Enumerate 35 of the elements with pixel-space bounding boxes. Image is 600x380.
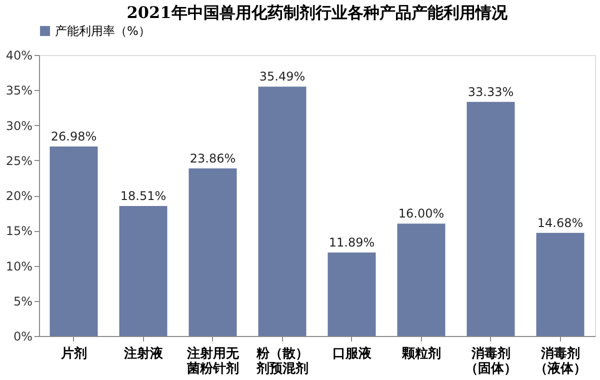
- bar: [466, 102, 515, 336]
- x-tick-label: 注射用无菌粉针剂: [186, 346, 240, 376]
- x-tick-label: 消毒剂（固体）: [464, 346, 517, 376]
- data-label: 23.86%: [190, 151, 236, 166]
- y-tick-label: 40%: [6, 48, 32, 62]
- bar: [50, 146, 98, 336]
- data-label: 26.98%: [50, 129, 97, 144]
- legend-label: 产能利用率（%）: [55, 24, 150, 38]
- data-label: 11.89%: [328, 235, 375, 250]
- bar: [188, 168, 237, 336]
- data-label: 35.49%: [259, 70, 306, 84]
- x-tick-label: 颗粒剂: [400, 346, 441, 362]
- data-label: 18.51%: [120, 188, 166, 203]
- x-tick-label: 注射液: [122, 346, 164, 362]
- bar: [397, 224, 446, 336]
- data-label: 16.00%: [398, 206, 444, 221]
- y-tick-label: 25%: [6, 154, 32, 168]
- bar: [536, 232, 584, 336]
- y-tick-label: 15%: [6, 224, 32, 238]
- y-tick-label: 10%: [6, 259, 32, 274]
- chart-title: 2021年中国兽用化药制剂行业各种产品产能利用情况: [126, 3, 508, 22]
- data-label: 33.33%: [468, 84, 514, 99]
- y-tick-label: 35%: [6, 84, 32, 98]
- bar: [119, 206, 168, 336]
- bar: [258, 86, 306, 336]
- x-tick-label: 粉（散）剂预混剂: [255, 346, 308, 376]
- y-tick-label: 30%: [6, 118, 32, 133]
- x-tick-label: 口服液: [332, 346, 372, 362]
- y-tick-label: 5%: [13, 294, 32, 308]
- y-tick-label: 20%: [6, 189, 32, 203]
- data-label: 14.68%: [537, 216, 584, 230]
- x-tick-label: 片剂: [60, 346, 87, 362]
- y-tick-label: 0%: [13, 330, 32, 344]
- x-tick-label: 消毒剂（液体）: [534, 346, 586, 376]
- bar: [328, 252, 376, 336]
